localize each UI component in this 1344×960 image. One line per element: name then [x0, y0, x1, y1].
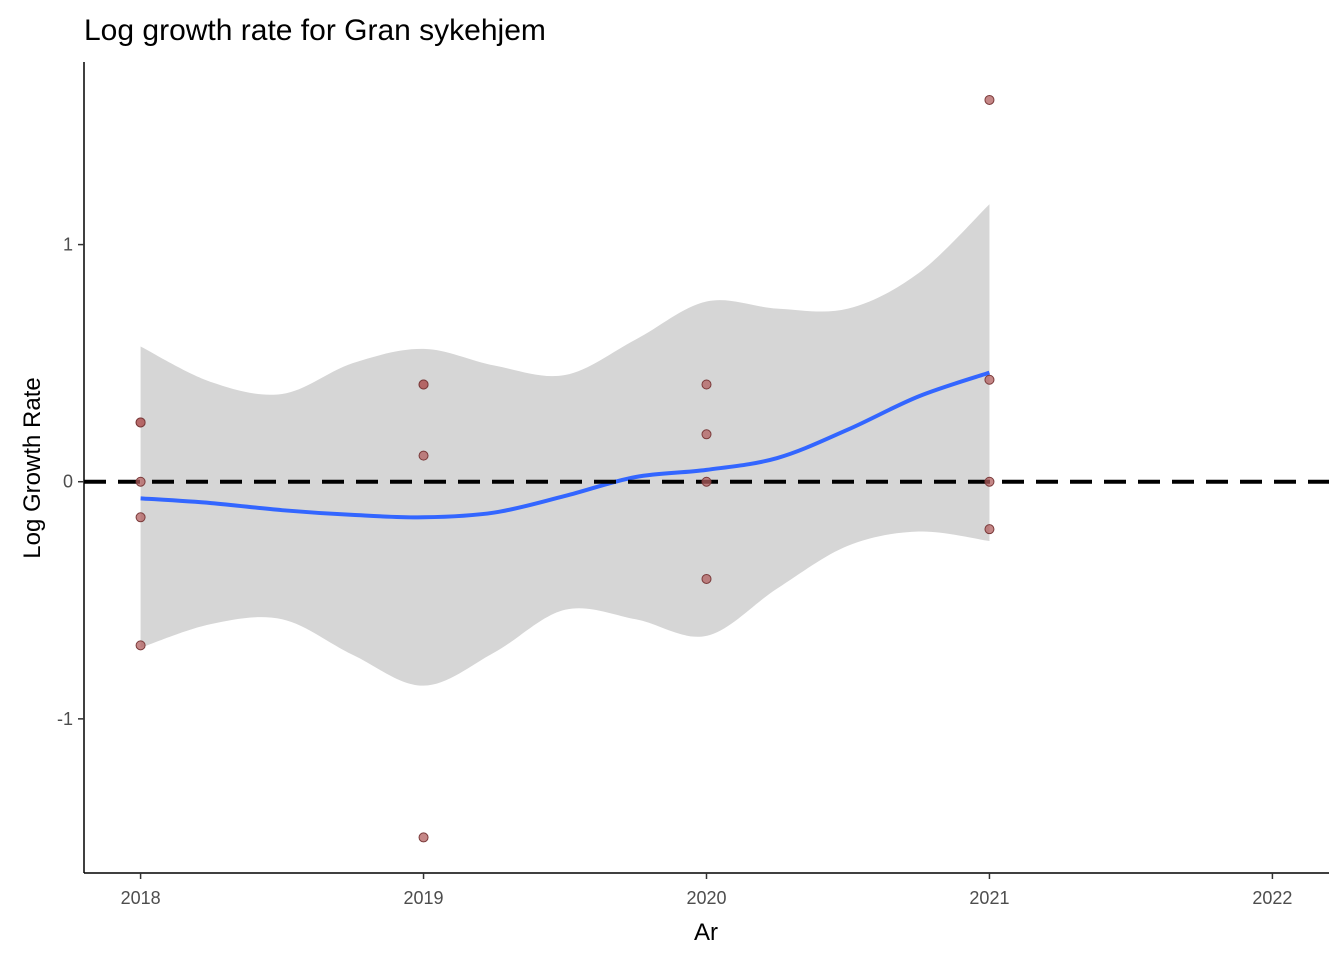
- x-tick-label-2022: 2022: [1252, 888, 1292, 908]
- data-point-3: [135, 512, 146, 523]
- x-tick-label-2021: 2021: [969, 888, 1009, 908]
- x-tick-label-2019: 2019: [404, 888, 444, 908]
- data-point-15: [984, 476, 995, 487]
- y-tick-label-0: 0: [63, 472, 73, 492]
- plot-area: 2018 2019 2020 2021 2022 -1 0 1: [57, 62, 1329, 908]
- data-point-13: [984, 94, 995, 105]
- data-point-4: [135, 640, 146, 651]
- data-point-2: [135, 476, 146, 487]
- y-tick-label--1: -1: [57, 709, 73, 729]
- chart-title: Log growth rate for Gran sykehjem: [84, 14, 546, 47]
- data-point-1: [135, 417, 146, 428]
- x-tick-label-2020: 2020: [686, 888, 726, 908]
- y-tick-label-1: 1: [63, 235, 73, 255]
- data-point-14: [984, 374, 995, 385]
- x-axis-title: Ar: [694, 919, 718, 946]
- y-axis-title: Log Growth Rate: [19, 377, 46, 558]
- x-tick-label-2018: 2018: [121, 888, 161, 908]
- data-point-7: [418, 450, 429, 461]
- confidence-ribbon: [140, 204, 990, 686]
- smooth-line: [140, 370, 991, 520]
- data-point-6: [418, 379, 429, 390]
- data-point-9: [701, 379, 712, 390]
- data-point-8: [418, 832, 429, 843]
- data-point-12: [701, 573, 712, 584]
- data-point-16: [984, 524, 995, 535]
- data-point-10: [701, 429, 712, 440]
- data-point-11: [701, 476, 712, 487]
